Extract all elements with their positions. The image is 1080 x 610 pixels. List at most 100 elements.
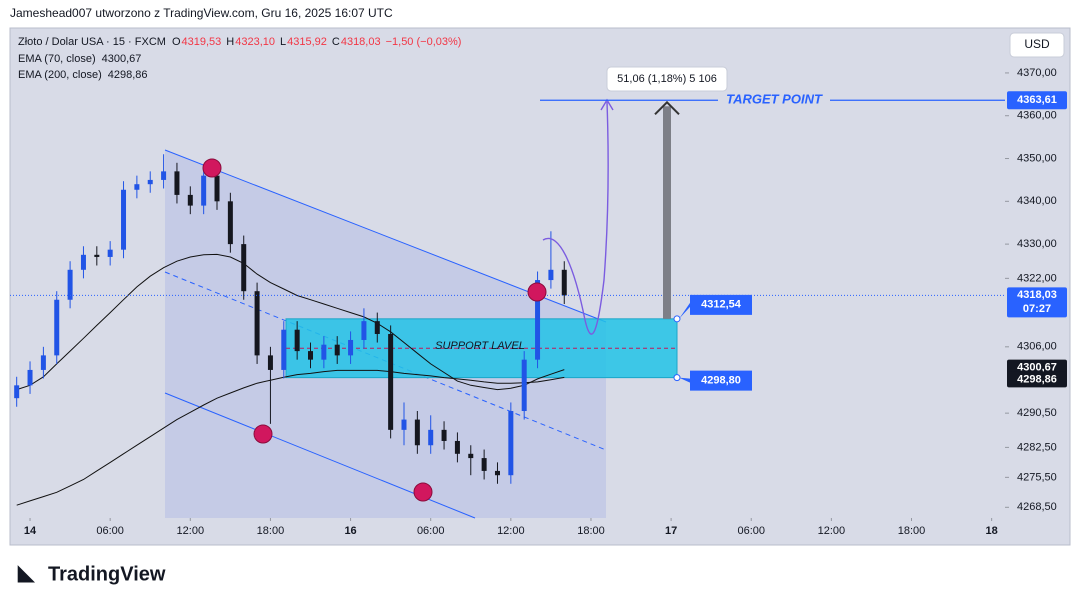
price-tag — [1007, 287, 1067, 318]
candle-body — [508, 411, 514, 476]
candle-body — [201, 175, 207, 206]
ohlc-value: 4315,92 — [287, 36, 327, 48]
symbol: Złoto / Dolar USA · 15 · FXCM — [18, 36, 166, 48]
ohlc-value: 4323,10 — [235, 36, 275, 48]
pivot-marker — [413, 482, 433, 502]
candle-body — [401, 419, 407, 430]
zone-callout — [679, 294, 752, 319]
ohlc-value: 4318,03 — [341, 36, 381, 48]
candle-body — [321, 344, 327, 360]
brand-logo: ◣ — [17, 562, 36, 585]
candle-body — [481, 458, 487, 471]
candle-body — [80, 254, 86, 270]
y-tick-label: 4306,00 — [1017, 341, 1057, 353]
y-tick-label: 4275,50 — [1017, 471, 1057, 483]
candle-body — [214, 175, 220, 202]
candle-body — [454, 440, 460, 454]
plot — [10, 154, 1005, 506]
price-tag-label: 4300,67 — [1017, 362, 1057, 374]
pivot-marker — [202, 158, 222, 178]
candle-body — [561, 269, 567, 296]
ema-line — [16, 253, 565, 391]
byline: Jameshead007 utworzono z TradingView.com… — [10, 6, 393, 20]
candle-body — [254, 291, 260, 356]
candle-body — [241, 244, 247, 292]
target-tag — [1007, 91, 1067, 110]
x-tick-label: 12:00 — [497, 525, 525, 537]
y-tick-label: 4360,00 — [1017, 110, 1057, 122]
candle-body — [94, 254, 100, 257]
zone-tag-label: 4298,80 — [701, 375, 741, 387]
x-tick-label: 16 — [344, 525, 356, 537]
indicator-name: EMA (200, close) — [18, 69, 102, 81]
brand: TradingView — [48, 563, 166, 585]
candle-body — [40, 355, 46, 370]
candle-body — [441, 429, 447, 441]
candle-body — [521, 359, 527, 412]
ohlc-key: H — [226, 36, 234, 48]
candle-body — [535, 280, 541, 360]
candle-body — [348, 339, 354, 356]
x-tick-label: 18:00 — [577, 525, 605, 537]
y-tick-label: 4370,00 — [1017, 67, 1057, 79]
ohlc-key: O — [172, 36, 181, 48]
x-tick-label: 06:00 — [96, 525, 124, 537]
zone-label: SUPPORT LAVEL — [435, 340, 525, 352]
target-text: TARGET POINT — [726, 92, 823, 107]
candle-body — [147, 179, 153, 185]
price-tag-label: 4298,86 — [1017, 373, 1057, 385]
candle-body — [187, 194, 193, 206]
candle-body — [374, 321, 380, 334]
measure-arrow-shaft — [663, 106, 671, 319]
pivot-marker — [527, 282, 547, 302]
candle-body — [361, 321, 367, 340]
ohlc-value: 4319,53 — [182, 36, 222, 48]
measure-box — [606, 66, 728, 92]
candle-body — [67, 269, 73, 300]
candle-body — [334, 344, 340, 356]
x-tick-label: 18:00 — [257, 525, 285, 537]
ema-line — [16, 369, 565, 506]
projection-path — [542, 101, 609, 335]
zone-handle — [673, 315, 681, 323]
price-tag-sublabel: 07:27 — [1023, 303, 1051, 315]
candle-body — [107, 249, 113, 257]
candle-body — [494, 470, 500, 476]
support-zone-group: SUPPORT LAVEL — [285, 318, 678, 379]
candle-body — [281, 329, 287, 370]
candle-body — [428, 429, 434, 446]
pivot-marker — [253, 424, 273, 444]
x-tick-label: 12:00 — [177, 525, 205, 537]
indicator-name: EMA (70, close) — [18, 53, 96, 65]
currency: USD — [1024, 37, 1050, 51]
measure-arrow-head — [654, 100, 680, 115]
x-tick-label: 14 — [24, 525, 37, 537]
candle-body — [27, 369, 33, 386]
y-tick-label: 4350,00 — [1017, 152, 1057, 164]
ohlc-key: L — [280, 36, 286, 48]
x-tick-label: 18:00 — [898, 525, 926, 537]
price-tag-label: 4318,03 — [1017, 289, 1057, 301]
y-tick-label: 4340,00 — [1017, 195, 1057, 207]
y-tick-label: 4330,00 — [1017, 238, 1057, 250]
candle-body — [161, 171, 167, 180]
currency-button[interactable] — [1009, 32, 1065, 58]
candle-body — [121, 189, 127, 250]
target-tag-label: 4363,61 — [1017, 94, 1057, 106]
price-tag — [1007, 371, 1067, 388]
y-tick-label: 4268,50 — [1017, 501, 1057, 513]
x-tick-label: 18 — [986, 525, 998, 537]
candle-body — [388, 333, 394, 430]
candle-body — [548, 269, 554, 281]
ohlc-key: C — [332, 36, 340, 48]
measure-label: 51,06 (1,18%) 5 106 — [617, 73, 717, 85]
legend: Złoto / Dolar USA · 15 · FXCM O 4319,53 H 4… — [18, 36, 461, 81]
candle-body — [468, 453, 474, 459]
candle-body — [308, 351, 314, 360]
candle-body — [134, 184, 140, 190]
zone-handle — [673, 374, 681, 382]
candle-body — [174, 171, 180, 195]
y-tick-label: 4322,00 — [1017, 272, 1057, 284]
y-tick-label: 4290,50 — [1017, 407, 1057, 419]
